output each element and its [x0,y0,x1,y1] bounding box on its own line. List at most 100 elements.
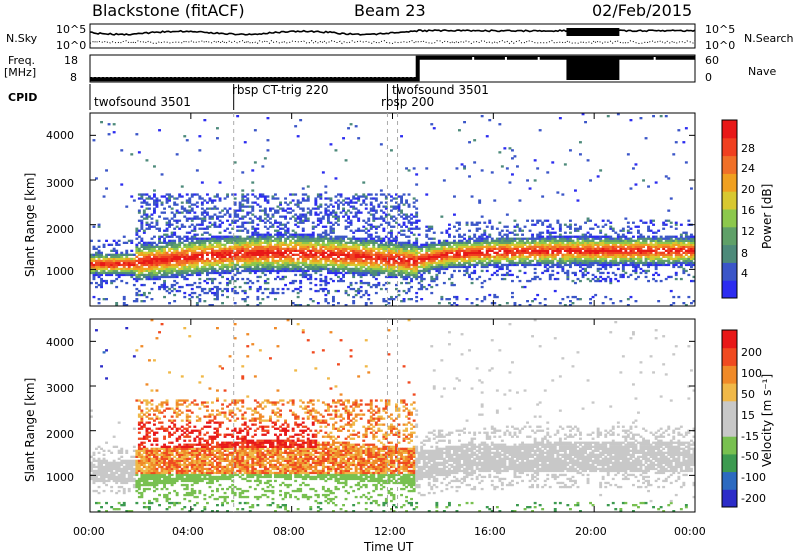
power-panel-cell [284,259,287,263]
power-panel-cell [203,239,207,242]
power-panel-cell [148,255,151,258]
power-panel-cell [258,302,262,305]
power-panel-cell [120,251,124,254]
power-panel-cell [256,223,260,226]
power-panel-cell [263,279,267,283]
power-panel-cell [526,237,529,240]
power-panel-cell [228,247,232,250]
power-panel-cell [566,259,570,263]
power-panel-cell [558,223,562,226]
power-panel-cell [175,211,179,214]
power-panel-cell [276,221,280,224]
power-panel-cell [198,271,202,275]
power-panel-cell [228,263,232,267]
power-panel-cell [448,263,451,267]
power-panel-cell [402,265,406,269]
power-panel-cell [362,265,366,269]
power-panel-cell [183,263,187,267]
power-panel-cell [213,261,217,265]
power-panel-cell [468,253,471,256]
power-panel-cell [619,247,623,250]
power-panel-cell [332,215,335,218]
power-panel-cell [558,249,562,252]
power-panel-cell [379,267,383,271]
power-panel-cell [276,247,280,250]
power-panel-cell [173,267,177,271]
power-panel-cell [536,261,540,265]
power-panel-cell [158,287,161,291]
power-panel-cell [203,217,207,220]
power-panel-cell [178,211,182,214]
power-panel-cell [402,233,406,236]
power-panel-cell [405,275,408,279]
power-panel-cell [616,253,620,256]
power-panel-cell [271,239,275,242]
power-panel-cell [480,115,484,118]
power-panel-cell [314,271,318,275]
power-panel-cell [158,257,161,261]
power-panel-cell [221,275,224,279]
power-panel-cell [531,259,534,263]
power-panel-cell [395,197,398,200]
power-panel-cell [291,253,295,256]
power-panel-cell [586,243,590,246]
power-panel-cell [407,298,411,301]
power-panel-cell [579,265,582,269]
power-panel-cell [384,281,388,285]
power-panel-cell [563,263,567,267]
power-panel-cell [258,209,262,212]
power-panel-cell [427,227,431,230]
power-panel-cell [200,227,204,230]
power-panel-cell [238,209,242,212]
power-panel-cell [553,277,557,281]
power-panel-cell [440,249,444,252]
power-panel-cell [354,125,358,128]
power-panel-cell [518,279,522,283]
power-panel-cell [274,277,277,281]
power-panel-cell [294,287,298,291]
power-panel-cell [372,269,376,273]
power-panel-cell [621,255,625,258]
power-panel-cell [233,235,237,238]
power-panel-cell [508,257,512,261]
power-panel-cell [173,245,177,248]
power-panel-cell [309,235,313,238]
power-panel-cell [379,259,383,263]
power-panel-cell [382,269,386,273]
power-panel-cell [115,261,119,265]
power-panel-cell [223,255,227,258]
power-panel-cell [405,281,408,285]
power-panel-cell [132,259,136,263]
power-panel-cell [304,219,308,222]
power-panel-cell [400,243,403,246]
power-panel-cell [579,249,582,252]
power-panel-cell [314,239,318,242]
power-panel-cell [629,295,633,299]
power-panel-cell [493,255,497,258]
power-panel-cell [155,219,159,222]
power-panel-cell [362,219,366,222]
power-panel-cell [344,263,348,267]
power-panel-cell [160,235,164,238]
power-panel-cell [284,231,287,234]
power-panel-cell [236,237,240,240]
power-panel-cell [223,287,227,291]
power-panel-cell [405,215,408,218]
power-panel-cell [437,247,441,250]
power-panel-cell [445,255,449,258]
power-panel-cell [478,247,482,250]
power-panel-cell [621,247,625,250]
power-panel-cell [480,269,484,273]
power-panel-cell [289,263,292,267]
power-panel-cell [561,261,565,265]
power-panel-cell [349,241,353,244]
power-panel-cell [584,245,587,248]
power-panel-cell [269,225,272,228]
power-panel-cell [579,263,582,267]
power-panel-cell [611,259,615,263]
power-panel-cell [463,167,466,170]
power-panel-cell [533,271,537,275]
power-panel-cell [180,195,184,198]
power-panel-cell [274,233,277,236]
power-panel-cell [97,225,101,228]
